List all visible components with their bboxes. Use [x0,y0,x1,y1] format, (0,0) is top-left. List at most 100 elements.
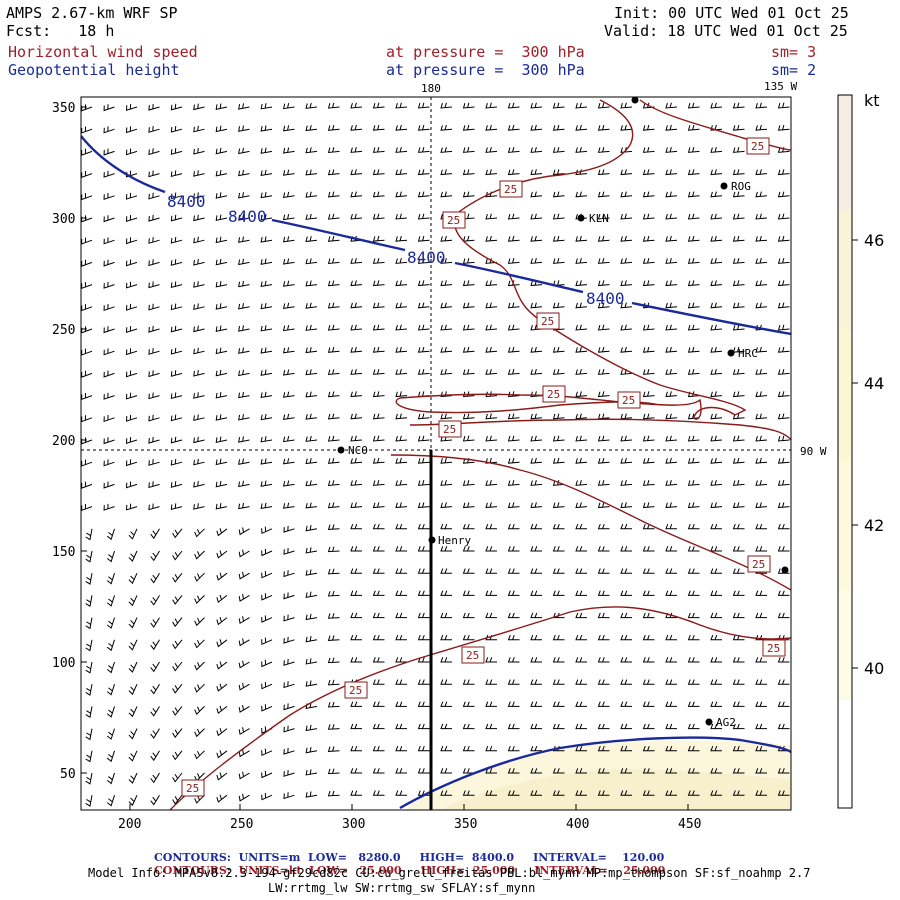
wind-barb [575,790,587,796]
station-marker [720,182,728,190]
wind-barb [485,235,498,242]
wind-barb [732,413,745,420]
wind-barb [194,528,205,538]
wind-barb [282,103,295,110]
wind-speed-contours [169,99,791,810]
wind-barb [128,550,138,562]
wind-contour-band [390,454,791,591]
wind-barb [261,615,273,623]
wind-barb [238,236,250,243]
wind-barb [172,750,183,761]
wind-barb [777,701,790,707]
wind-barb [620,302,633,309]
wind-barb [530,346,543,353]
wind-barb [193,303,205,311]
wind-barb [642,213,655,220]
wind-barb [642,590,655,596]
wind-barb [170,170,183,178]
wind-barb [597,102,610,109]
wind-barb [620,590,632,596]
wind-barb [755,258,768,264]
wind-barb [530,102,543,109]
wind-barb [575,457,588,464]
wind-barb [777,324,790,331]
wind-barb [755,391,768,398]
wind-barb [215,170,228,177]
wind-barb [575,634,587,641]
wind-barb [106,795,115,807]
wind-barb [128,772,138,784]
wind-barb [216,772,228,781]
wind-barb [260,236,273,243]
wind-barb [462,169,475,176]
wind-barb [732,391,745,398]
wind-barb [103,170,115,178]
wind-barb [350,723,362,730]
wind-barb [283,659,295,666]
wind-barb [128,595,138,607]
wind-barb [620,457,633,464]
wind-barb [710,280,723,287]
wind-label: 25 [547,388,560,401]
station-label: HRC [738,347,758,360]
wind-barb [148,192,160,200]
field1-level: at pressure = 300 hPa [386,43,585,61]
wind-barb [194,617,205,627]
wind-barb [372,701,385,707]
wind-barb [732,258,745,264]
wind-barb [575,568,587,574]
wind-barb [305,435,318,442]
wind-barb [462,191,475,198]
wind-barb [260,369,273,376]
x-tick-label: 200 [118,817,141,832]
wind-barb [507,369,520,375]
wind-barb [552,568,565,574]
x-tick-label: 450 [678,817,701,832]
wind-barb [150,794,160,806]
wind-barb [81,281,93,290]
wind-label: 25 [751,140,764,153]
wind-barb [395,679,407,685]
wind-barb [575,612,587,619]
wind-barb [417,612,430,619]
wind-barb [687,745,700,752]
wind-barb [755,346,768,353]
wind-barb [575,124,588,131]
wind-barb [238,682,250,691]
wind-barb [530,723,542,730]
wind-barb [106,750,115,763]
wind-barb [372,634,385,641]
wind-barb [170,481,183,488]
wind-barb [507,391,520,398]
wind-barb [193,236,205,244]
wind-barb [85,595,93,608]
wind-barb [327,191,340,198]
wind-contour-south [169,606,791,810]
contour-info-wind: CONTOURS: UNITS=kt LOW= 25.000 HIGH= 25.… [154,864,666,877]
wind-barb [462,723,475,730]
height-contour-8400b [271,218,406,252]
wind-barb [755,679,767,685]
wind-barb [305,125,318,132]
wind-barb [215,392,228,399]
wind-barb [552,369,565,375]
wind-barb [81,193,93,201]
wind-barb [216,661,228,670]
wind-barb [282,436,295,443]
wind-barb [350,657,362,663]
wind-barb [777,590,790,596]
wind-barb [327,546,340,553]
wind-barb [125,481,138,489]
wind-barb [372,302,385,309]
wind-barb [215,258,228,266]
wind-barb [507,413,520,420]
wind-barb [597,124,610,131]
wind-barb [710,413,723,420]
wind-barb [395,745,407,752]
y-tick-label: 300 [52,212,75,227]
wind-barb [125,281,138,289]
wind-barb [642,457,655,464]
wind-barb [440,457,453,464]
wind-barb [148,214,160,222]
wind-barb [327,258,340,265]
